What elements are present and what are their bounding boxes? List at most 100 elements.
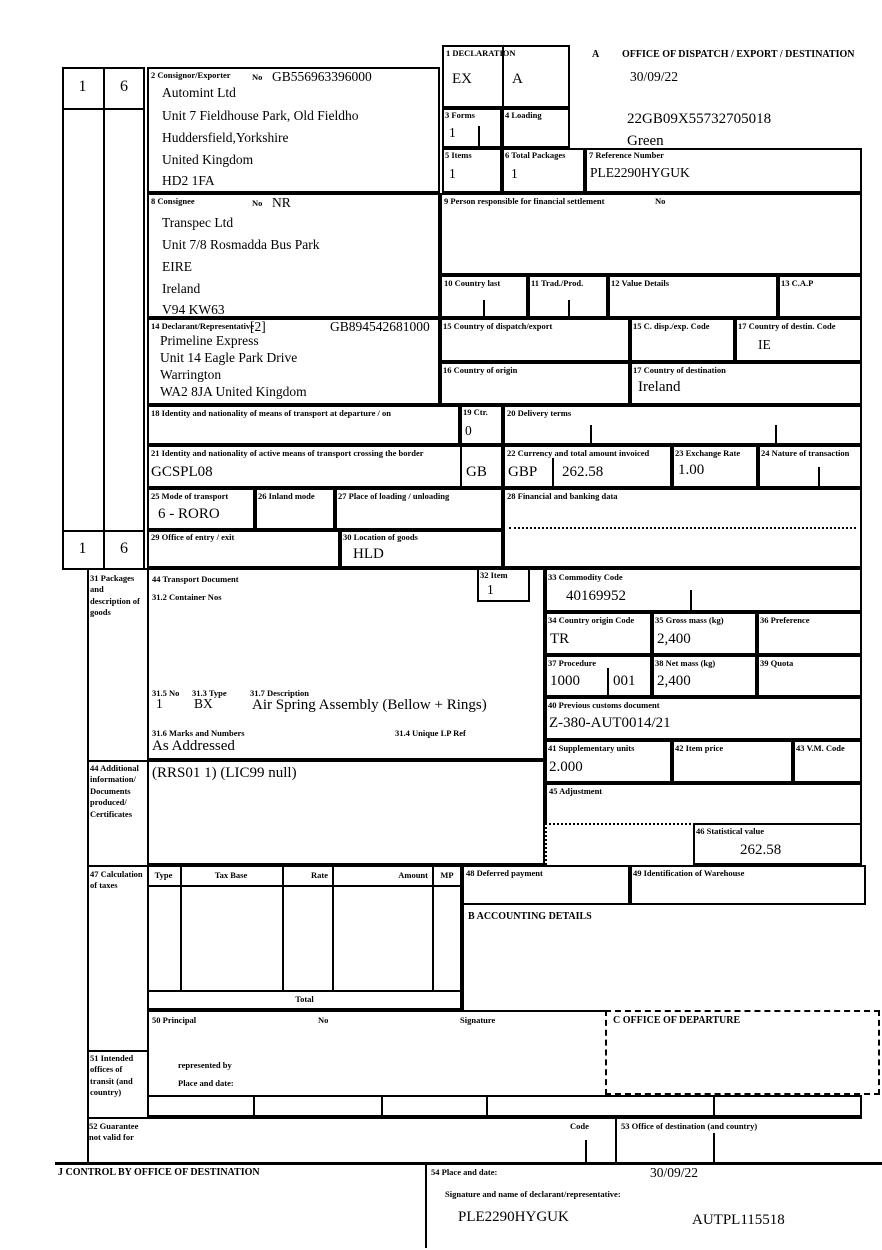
office-a-routing: Green [627,133,664,149]
grid-line [87,865,149,867]
accounting-details-label: B ACCOUNTING DETAILS [468,911,592,922]
box-22-currency: GBP [508,464,538,480]
box-38-label: 38 Net mass (kg) [655,658,716,668]
box-32-value: 1 [487,582,494,597]
box-2-consignor [147,67,440,193]
box-17-label: 17 Country of destination [633,365,726,375]
box-10-label: 10 Country last [444,278,501,288]
box-6-label: 6 Total Packages [505,150,566,160]
box-52-code-label: Code [570,1121,589,1131]
box-19-label: 19 Ctr. [463,407,488,417]
box-7-reference [585,148,862,193]
box-41-supplementary [545,740,672,783]
box-33-label: 33 Commodity Code [548,572,623,582]
box-17c-dest-code [735,318,862,362]
box-33-commodity [545,568,862,612]
box-11-label: 11 Trad./Prod. [531,278,584,288]
box-36-label: 36 Preference [760,615,810,625]
box-4-label: 4 Loading [505,110,542,120]
tax-header-mp: MP [440,870,454,880]
box-15-dispatch [440,318,630,362]
box-8-consignee [147,193,440,318]
tax-header-type: Type [154,870,173,880]
consignee-line: Ireland [162,281,201,296]
box-31-6-value: As Addressed [152,738,235,754]
box-42-item-price [672,740,793,783]
box-41-label: 41 Supplementary units [548,743,635,753]
declarant-line: Unit 14 Eagle Park Drive [160,350,298,365]
box-44doc-label: 44 Transport Document [152,574,239,584]
box-20-label: 20 Delivery terms [507,408,572,418]
box-17-value: Ireland [638,379,681,395]
box-48-deferred [462,865,630,905]
grid-line [552,458,554,488]
box-38-value: 2,400 [657,673,691,689]
box-19-ctr [460,405,503,445]
box-3-forms [442,108,502,148]
grid-line [486,1095,488,1117]
consignor-line: Unit 7 Fieldhouse Park, Old Fieldho [162,108,359,123]
box-40-label: 40 Previous customs document [548,700,660,710]
office-a-mrn: 22GB09X55732705018 [627,111,772,127]
box-44-left-label: 44 Additional information/ Documents pro… [90,763,139,819]
box-5-value: 1 [449,166,456,181]
box-31-3-value: BX [194,696,213,711]
box-34-origin-code [545,612,652,655]
box-41-value: 2.000 [549,759,583,775]
box-45-label: 45 Adjustment [549,786,603,796]
grid-line [425,1162,427,1248]
box-17-destination [630,362,862,405]
tick-mark [590,425,592,445]
box-23-value: 1.00 [678,462,705,478]
grid-line [62,108,145,110]
grid-line [87,1117,862,1119]
box-17c-label: 17 Country of destin. Code [738,321,836,331]
grid-line [87,1050,149,1052]
office-a-date: 30/09/22 [630,69,679,84]
consignor-line: HD2 1FA [162,173,215,188]
box-51-label: 51 Intended offices of transit (and coun… [90,1053,134,1098]
box-34-value: TR [550,631,570,647]
box-30-location-goods [340,530,503,568]
box-28-label: 28 Financial and banking data [507,491,618,501]
consignor-line: Huddersfield,Yorkshire [162,130,289,145]
box-6-total-packages [502,148,585,193]
box-31-6-label: 31.6 Marks and Numbers [152,728,245,738]
box-12-value-details [608,275,778,318]
box-37-label: 37 Procedure [548,658,597,668]
tick-mark [775,425,777,445]
box-16-origin [440,362,630,405]
grid-line [460,445,462,488]
declaration-type: EX [452,71,472,87]
tax-total-label: Total [295,994,314,1004]
box-37-procedure [545,655,652,697]
box-22-amount: 262.58 [562,464,604,480]
office-a-letter: A [592,49,600,60]
tax-header-rate: Rate [311,870,328,880]
box-8-label: 8 Consignee [151,196,195,206]
box-18-label: 18 Identity and nationality of means of … [151,408,391,418]
grid-line [381,1095,383,1117]
grid-line [253,1095,255,1117]
box-39-quota [757,655,862,697]
box-54-label: 54 Place and date: [431,1167,498,1177]
dotted-line [545,823,547,865]
box-43-vm-code [793,740,862,783]
box-25-mode-transport [147,488,255,530]
box-45-adjustment [545,783,862,823]
consignee-line: Transpec Ltd [162,215,234,230]
box-15-label: 15 Country of dispatch/export [443,321,553,331]
office-a-title: OFFICE OF DISPATCH / EXPORT / DESTINATIO… [622,49,855,60]
grid-line [462,905,464,1010]
grid-line [713,1095,715,1117]
box-54-ref: AUTPL115518 [692,1212,785,1228]
grid-line [103,67,105,570]
box-25-value: 6 - RORO [158,506,220,522]
box-40-previous-doc [545,697,862,740]
box-21-active-transport [147,445,503,488]
box-14-rep-code: [2] [250,319,266,334]
box-1-declaration [442,45,570,108]
box-34-label: 34 Country origin Code [548,615,635,625]
tick-mark [585,1140,587,1162]
box-33-value: 40169952 [566,588,626,604]
